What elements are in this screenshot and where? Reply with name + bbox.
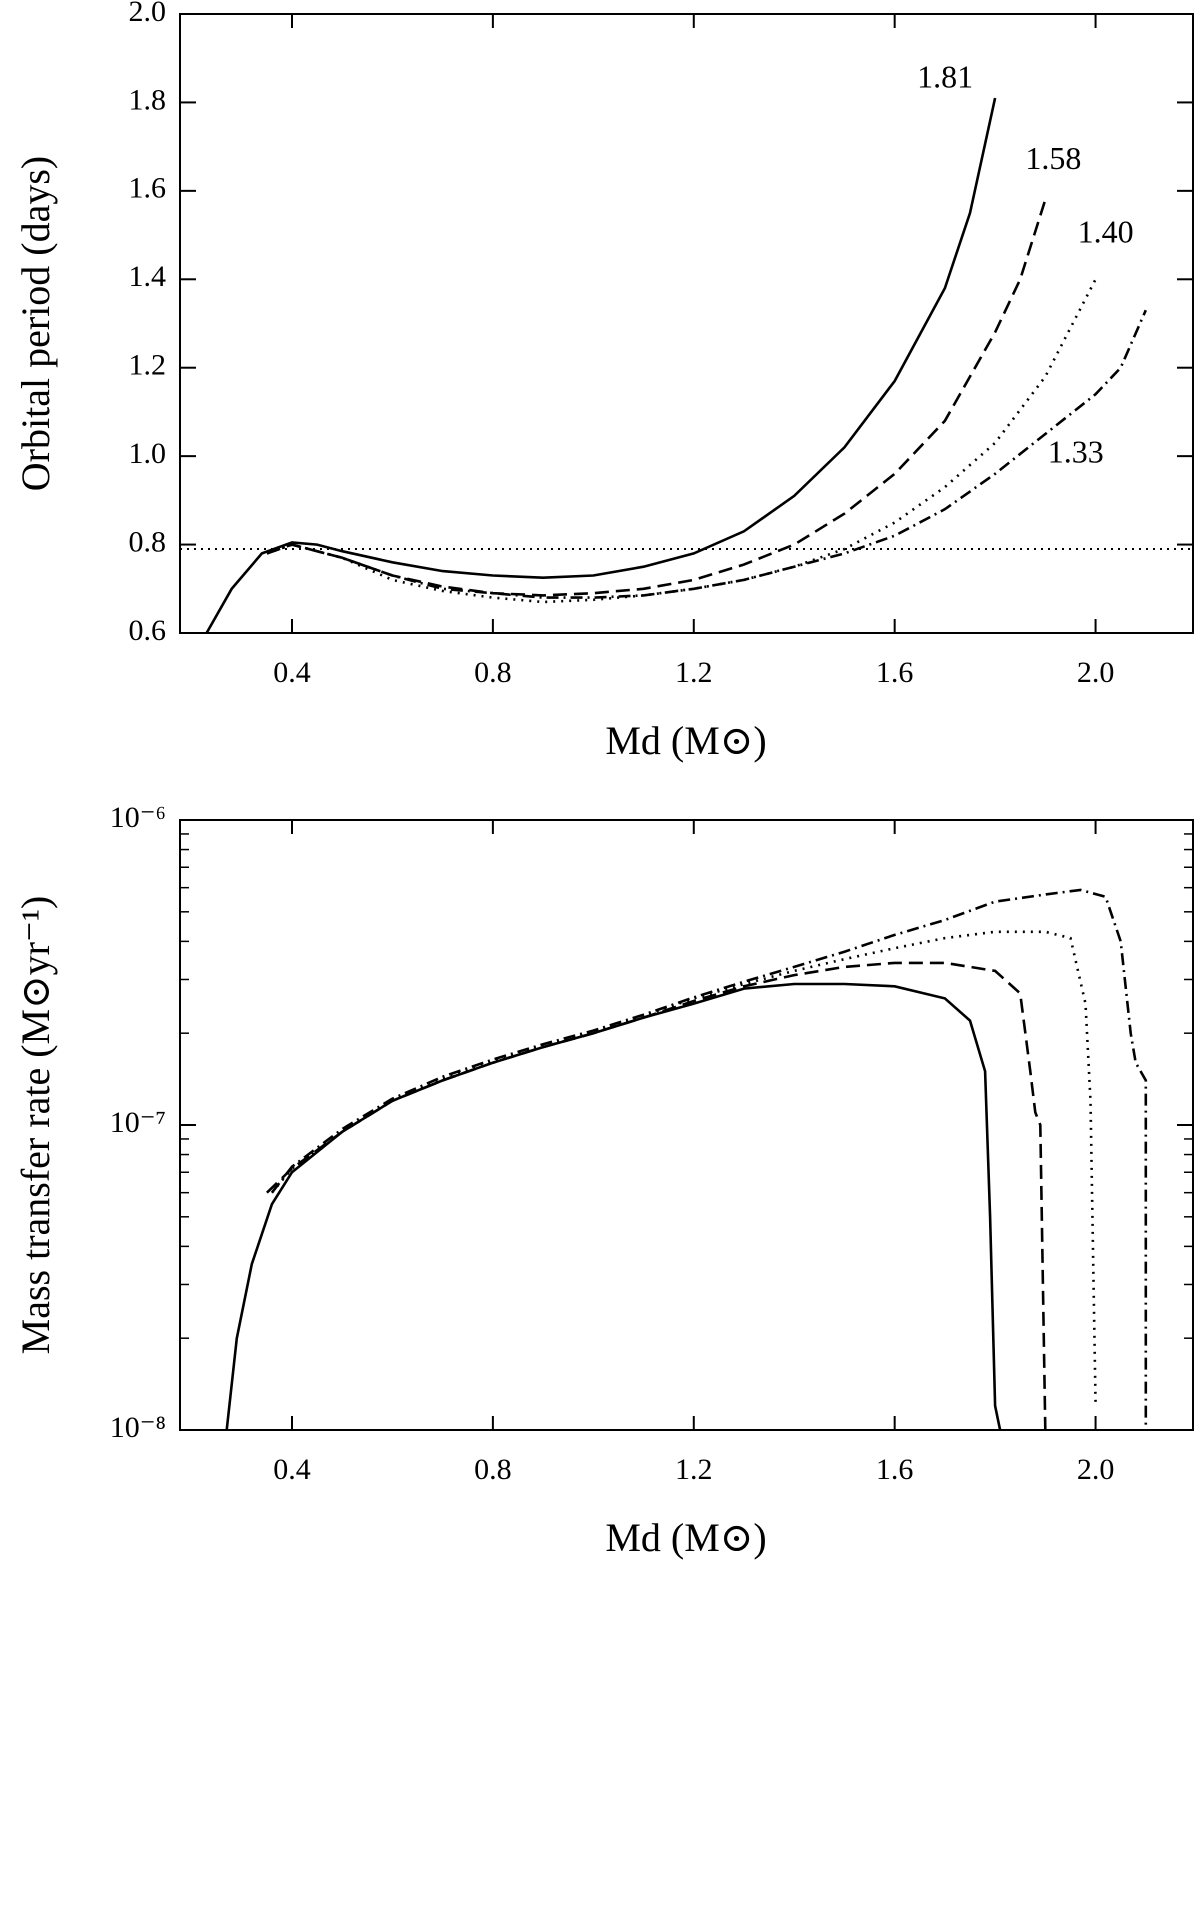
y-tick-label: 1.0: [129, 437, 167, 470]
series-line: [225, 982, 1002, 1431]
y-axis-label: Orbital period (days): [13, 156, 58, 491]
series-line: [266, 278, 1097, 604]
y-tick-label: 10⁻⁷: [110, 1106, 166, 1139]
series-label: 1.40: [1078, 214, 1134, 250]
x-tick-label: 1.2: [675, 1453, 713, 1486]
series-label: 1.81: [917, 58, 973, 94]
x-tick-label: 1.6: [876, 1453, 914, 1486]
y-tick-label: 0.8: [129, 525, 167, 558]
series-line: [270, 888, 1148, 1430]
plot-frame: [179, 13, 1194, 634]
x-tick-label: 1.6: [876, 656, 914, 689]
x-tick-label: 0.4: [273, 656, 311, 689]
x-tick-label: 0.8: [474, 1453, 512, 1486]
x-tick-label: 1.2: [675, 656, 713, 689]
y-tick-label: 10⁻⁶: [110, 801, 166, 834]
y-tick-label: 10⁻⁸: [110, 1411, 166, 1444]
y-tick-label: 2.0: [129, 0, 167, 28]
series-line: [266, 309, 1147, 599]
series-line: [265, 961, 1047, 1431]
series-label: 1.33: [1048, 434, 1104, 470]
x-tick-label: 0.4: [273, 1453, 311, 1486]
series-label: 1.58: [1025, 140, 1081, 176]
y-tick-label: 0.6: [129, 614, 167, 647]
x-axis-label: Md (M⊙): [605, 1515, 766, 1560]
series-line: [270, 930, 1097, 1406]
series-line: [266, 199, 1047, 597]
y-tick-label: 1.6: [129, 172, 167, 205]
series-line: [205, 97, 997, 634]
x-axis-label: Md (M⊙): [605, 718, 766, 763]
y-tick-label: 1.2: [129, 349, 167, 382]
x-tick-label: 0.8: [474, 656, 512, 689]
y-tick-label: 1.8: [129, 83, 167, 116]
x-tick-label: 2.0: [1077, 1453, 1115, 1486]
x-tick-label: 2.0: [1077, 656, 1115, 689]
y-tick-label: 1.4: [129, 260, 167, 293]
y-axis-label: Mass transfer rate (M⊙yr⁻¹): [13, 896, 58, 1355]
